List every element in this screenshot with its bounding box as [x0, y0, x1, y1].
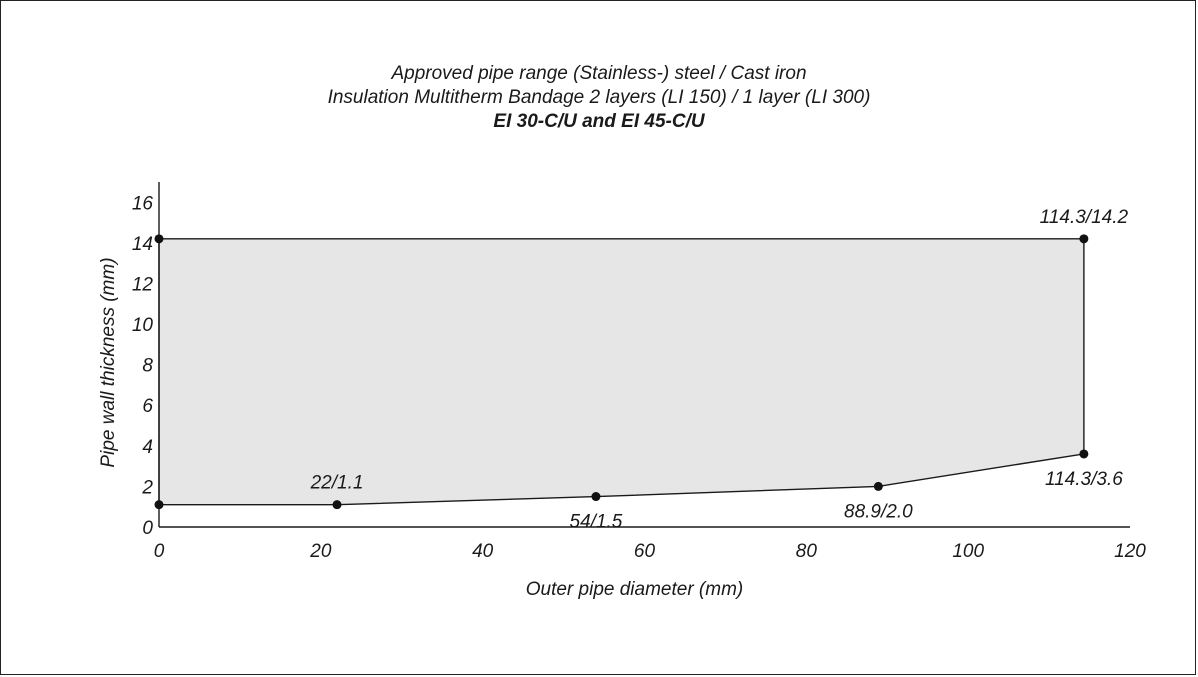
data-point [154, 500, 164, 510]
approved-range-area [158, 238, 1085, 506]
y-axis-label: Pipe wall thickness (mm) [98, 257, 119, 467]
data-point [591, 492, 601, 502]
x-tick-label: 80 [796, 541, 818, 562]
y-tick-label: 2 [141, 477, 153, 498]
data-point [1079, 234, 1089, 244]
y-tick-label: 12 [132, 274, 154, 295]
x-tick-label: 100 [952, 541, 984, 562]
data-point-label: 54/1.5 [570, 512, 623, 533]
data-point [332, 500, 342, 510]
y-tick-label: 4 [142, 437, 153, 458]
data-point-label: 114.3/3.6 [1045, 469, 1123, 490]
y-tick-label: 6 [142, 396, 153, 417]
y-tick-label: 8 [142, 356, 153, 377]
data-point-label: 22/1.1 [310, 473, 364, 494]
x-tick-label: 40 [472, 541, 494, 562]
y-tick-label: 0 [142, 518, 153, 539]
x-tick-label: 20 [309, 541, 332, 562]
data-point-label: 88.9/2.0 [844, 501, 913, 522]
chart-title-line-3: EI 30-C/U and EI 45-C/U [493, 111, 705, 132]
y-tick-label: 14 [132, 234, 153, 255]
data-point [1079, 449, 1089, 459]
x-tick-label: 0 [154, 541, 165, 562]
data-point-label: 114.3/14.2 [1040, 207, 1129, 228]
x-tick-label: 60 [634, 541, 656, 562]
x-axis-label: Outer pipe diameter (mm) [526, 579, 744, 600]
data-point [154, 234, 164, 244]
chart-title-block: Approved pipe range (Stainless-) steel /… [0, 62, 1198, 134]
x-tick-label: 120 [1114, 541, 1146, 562]
chart-title-line-2: Insulation Multitherm Bandage 2 layers (… [327, 87, 871, 108]
data-point [873, 481, 883, 491]
y-tick-label: 16 [132, 193, 154, 214]
y-tick-label: 10 [132, 315, 154, 336]
chart-title-line-1: Approved pipe range (Stainless-) steel /… [391, 63, 807, 84]
